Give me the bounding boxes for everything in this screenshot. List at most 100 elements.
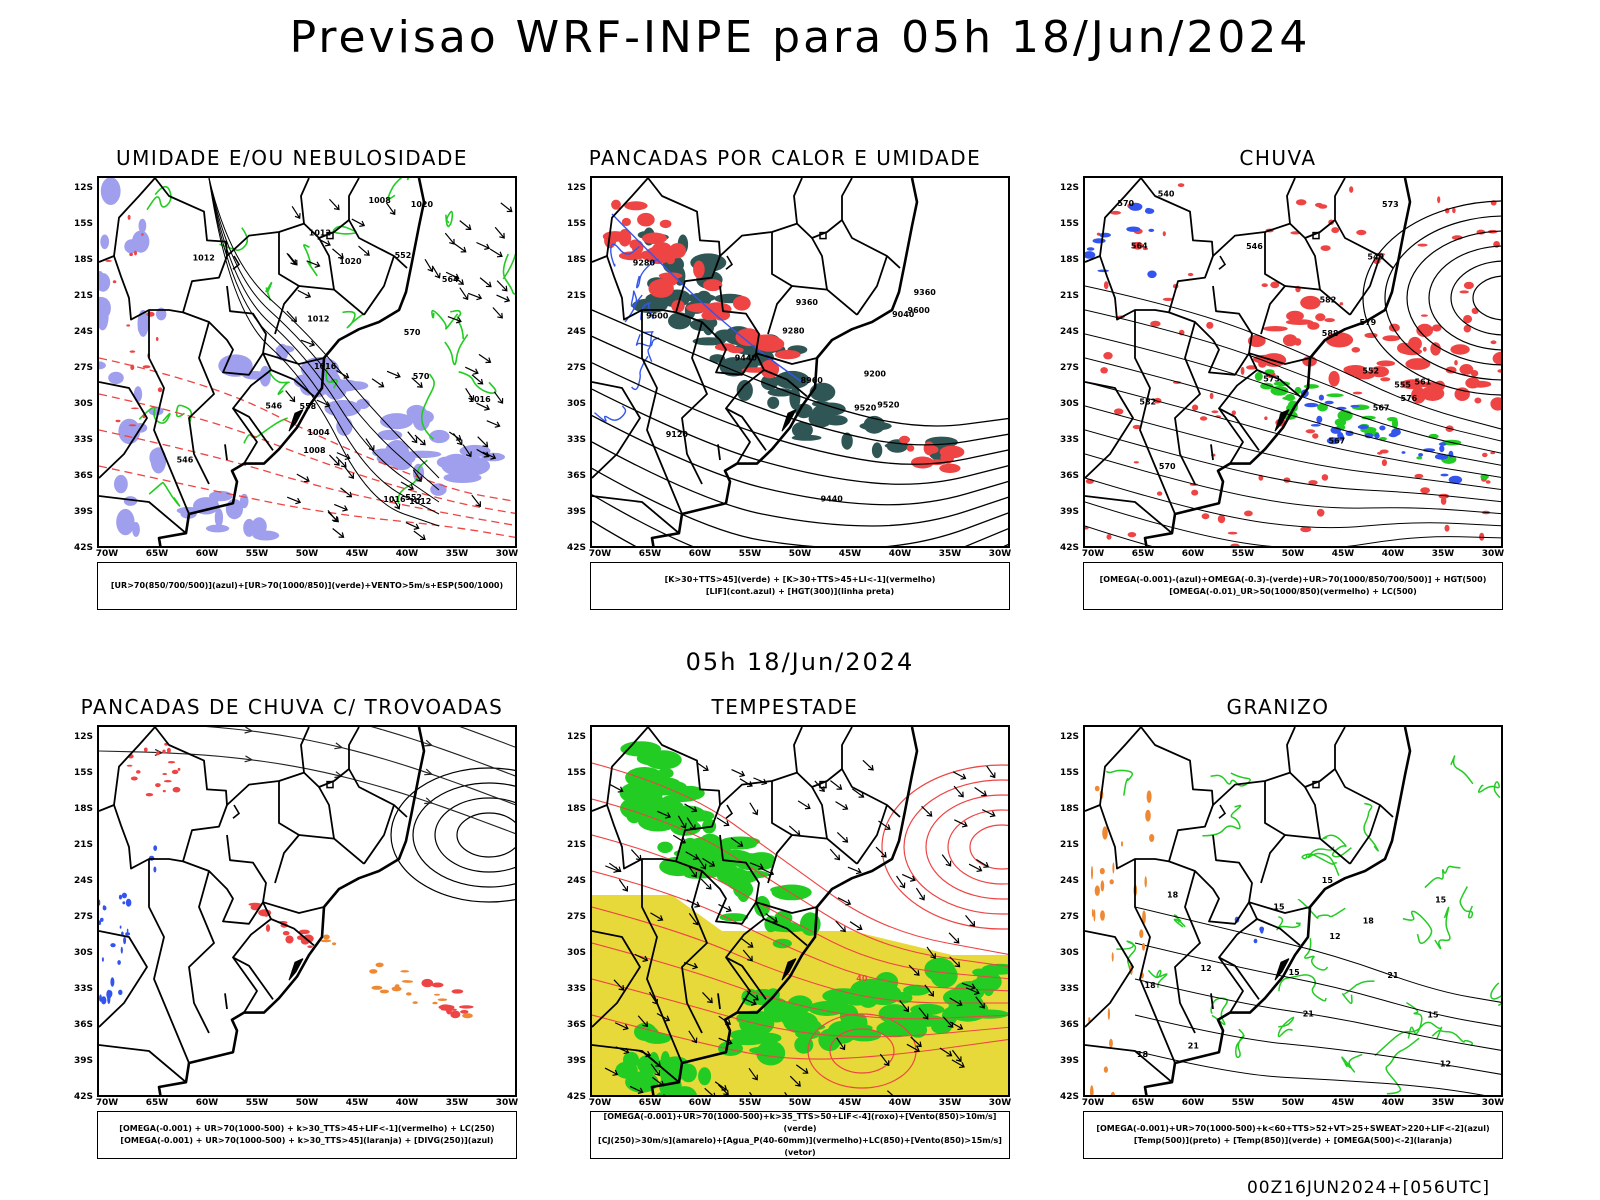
rain-blue-area	[1438, 442, 1447, 446]
wind-vector	[327, 511, 339, 523]
instability-green-area	[767, 388, 795, 397]
rain-red-area	[1411, 387, 1426, 404]
contour-label: 555	[1394, 380, 1411, 389]
longitude-tick-label: 70W	[95, 1098, 119, 1108]
humidity-green-contour	[502, 231, 515, 280]
border-line	[811, 786, 828, 839]
height-500-contour	[1085, 477, 1501, 529]
wind-850-green-area	[623, 1051, 639, 1069]
federal-district	[326, 231, 334, 240]
border-line	[1304, 237, 1321, 290]
rain-red-area	[1114, 408, 1124, 415]
thunderstorm-orange-area	[323, 934, 330, 940]
rain-red-area	[1261, 283, 1268, 288]
divergence-blue-area	[118, 989, 123, 995]
rain-red-area	[1400, 379, 1425, 390]
rain-red-area	[1490, 340, 1497, 345]
longitude-tick-label: 40W	[1381, 549, 1405, 559]
contour-label: 1004	[307, 428, 330, 437]
rain-red-area	[1305, 429, 1316, 434]
wind-vector	[749, 862, 764, 870]
longitude-tick-label: 35W	[445, 1098, 469, 1108]
wind-vector	[465, 387, 475, 401]
map-frame[interactable]: 9520 9600 9440 9360 9280 9200 9120 9040 8960 9520…	[590, 176, 1010, 548]
map-frame[interactable]: 15 18 18 21 21 21 12 15 18 15 18 15 12 15 12	[1083, 725, 1503, 1097]
longitude-tick-label: 30W	[1481, 549, 1505, 559]
thunderstorm-red-area	[451, 989, 464, 994]
latitude-tick-label: 12S	[1059, 732, 1079, 742]
latitude-tick-label: 30S	[566, 399, 586, 409]
federal-district	[326, 780, 334, 789]
border-line	[303, 727, 360, 788]
wind-850-green-area	[638, 811, 678, 832]
rain-red-area	[1502, 372, 1503, 379]
longitude-tick-label: 70W	[1081, 1098, 1105, 1108]
wind-vector	[604, 1067, 619, 1076]
omega-orange-area	[1146, 790, 1152, 803]
rain-red-area	[1501, 230, 1503, 235]
longitude-tick-label: 35W	[938, 549, 962, 559]
wind-vector	[949, 1021, 964, 1031]
instability-red-area	[753, 334, 779, 345]
coastline	[157, 178, 426, 546]
instability-green-area	[791, 434, 822, 441]
thunderstorm-orange-area	[369, 969, 378, 974]
streamline-850-red	[592, 1014, 1008, 1060]
lagoon	[781, 958, 797, 981]
rain-red-area	[1379, 449, 1389, 454]
latitude-tick-label: 36S	[73, 471, 93, 481]
border-line	[717, 444, 721, 461]
rain-red-area	[1201, 513, 1210, 520]
thunderstorm-orange-area	[462, 1013, 473, 1019]
longitude-tick-label: 35W	[445, 549, 469, 559]
temperature-500-contour	[1134, 942, 1501, 1027]
latitude-tick-label: 21S	[1059, 840, 1079, 850]
border-line	[1210, 444, 1214, 461]
panel-granizo: GRANIZO 12S 15S 18S 21S 24S 27S 30S 33S 36S 39S 42…	[1043, 695, 1513, 1195]
wind-vector	[685, 851, 699, 860]
contour-ring	[829, 1028, 895, 1074]
longitude-tick-label: 35W	[938, 1098, 962, 1108]
wind-vector	[953, 785, 964, 798]
wind-vector	[445, 271, 460, 280]
border-line	[232, 901, 274, 1000]
thickness-label-mark	[105, 259, 112, 262]
map-frame[interactable]	[97, 725, 517, 1097]
streamline-850-red	[592, 906, 1008, 1004]
map-frame[interactable]: 1016 1012 1012 1008 1012 1020 1016 1012 1008 1016…	[97, 176, 517, 548]
humidity-green-contour	[175, 404, 193, 425]
instability-green-area	[841, 432, 853, 450]
wind-vector	[961, 982, 977, 991]
latitude-axis: 12S 15S 18S 21S 24S 27S 30S 33S 36S 39S 42S	[1045, 725, 1081, 1102]
contour-label: 9280	[782, 326, 805, 335]
wind-vector	[901, 873, 916, 882]
wind-vector	[749, 1091, 759, 1095]
wind-850-green-area	[1008, 966, 1010, 978]
contour-label: 561	[1415, 378, 1432, 387]
rain-red-area	[1351, 347, 1361, 353]
contour-label: 9520	[877, 400, 900, 409]
wind-vector	[336, 370, 350, 379]
wind-vector	[365, 438, 375, 452]
wind-850-green-area	[954, 981, 985, 1002]
border-line	[1134, 310, 1176, 515]
divergence-blue-area	[122, 901, 126, 905]
border-line	[1248, 901, 1311, 914]
map-frame[interactable]: 582 582 588 579 576 573 573 570 567 564 561 555 552 5…	[1083, 176, 1503, 548]
contour-ring	[434, 797, 515, 873]
map-frame[interactable]: 40	[590, 725, 1010, 1097]
humidity-green-contour	[387, 178, 410, 200]
field-layer: 1016101210121008101210201016101210081016…	[99, 178, 515, 541]
rain-red-area	[1240, 366, 1245, 375]
longitude-tick-label: 40W	[395, 1098, 419, 1108]
contour-ring	[1450, 260, 1501, 336]
contour-label: 9360	[914, 288, 937, 297]
wind-vector	[344, 466, 354, 479]
wind-vector	[340, 487, 353, 498]
thunderstorm-red-area	[155, 783, 161, 788]
wind-vector	[650, 1063, 660, 1077]
humidity-green-contour	[444, 333, 469, 366]
river-line	[232, 255, 241, 270]
wind-vector	[981, 809, 996, 818]
rain-red-area	[1199, 416, 1208, 421]
